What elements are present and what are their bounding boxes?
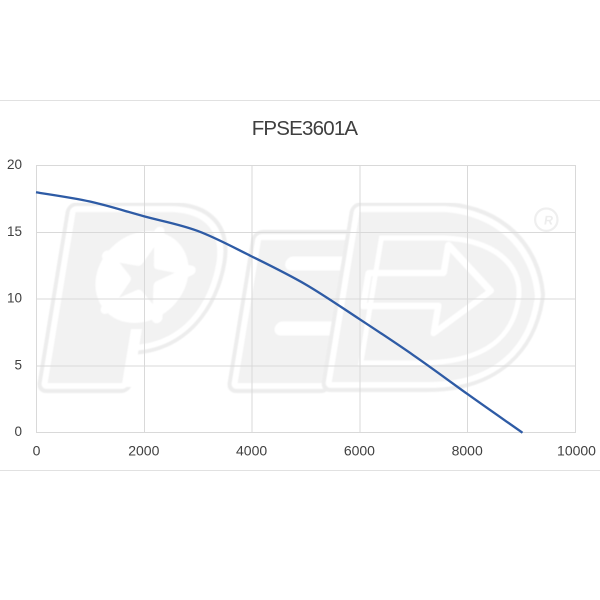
svg-text:0: 0 (14, 424, 22, 439)
svg-text:R: R (543, 214, 554, 228)
svg-text:6000: 6000 (344, 443, 375, 459)
svg-text:FPSE3601A: FPSE3601A (252, 117, 359, 140)
svg-text:2000: 2000 (128, 443, 159, 459)
svg-text:10: 10 (7, 291, 22, 306)
svg-text:20: 20 (7, 157, 22, 172)
svg-text:4000: 4000 (236, 443, 267, 459)
svg-text:5: 5 (14, 357, 22, 372)
svg-text:8000: 8000 (452, 443, 483, 459)
svg-text:15: 15 (7, 224, 22, 239)
svg-text:10000: 10000 (557, 443, 596, 459)
svg-text:0: 0 (33, 443, 41, 459)
